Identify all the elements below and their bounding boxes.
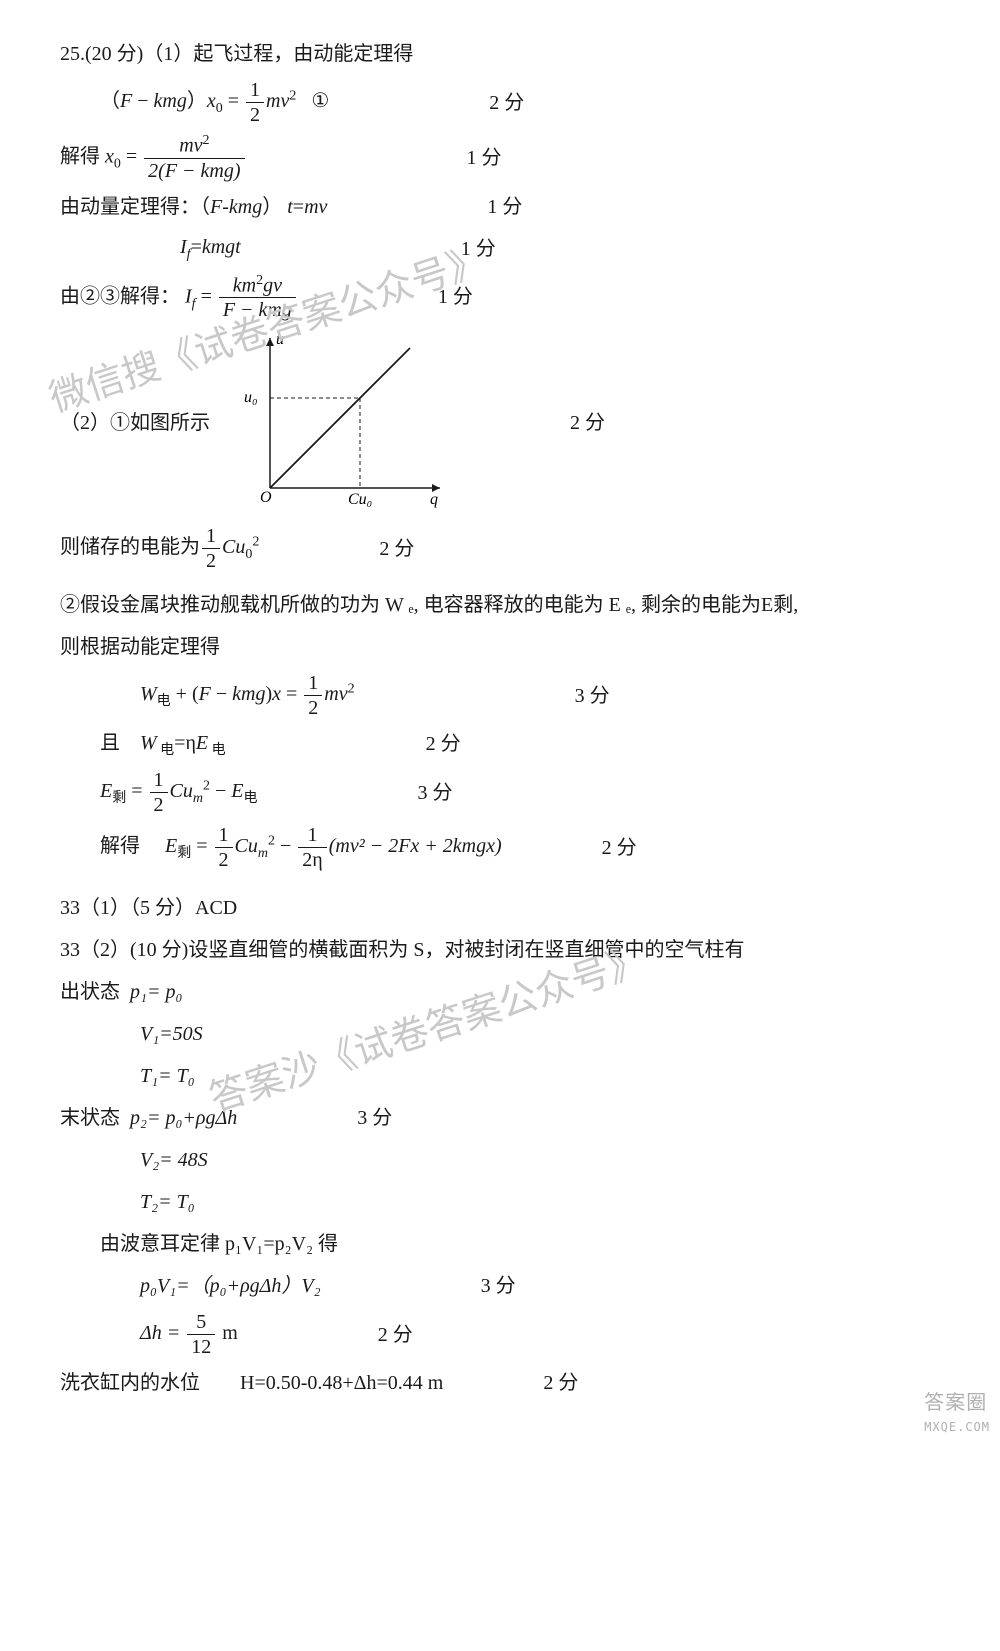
- graph-ytick: u₀: [244, 389, 258, 406]
- boyle-score: 3 分: [441, 1270, 516, 1302]
- graph-origin: O: [260, 489, 272, 506]
- q33-final: 洗衣缸内的水位 H=0.50-0.48+Δh=0.44 m 2 分: [60, 1365, 940, 1401]
- q33-p1: 33（1）（5 分）ACD: [60, 890, 940, 926]
- q25-final-expr: 解得 E剩 = 12Cum2 − 12η(mv² − 2Fx + 2kmgx): [100, 823, 502, 872]
- q25-combine: 由②③解得： If = km2gvF − kmg 1 分: [60, 273, 940, 323]
- s2-p: p₂= p₀+ρgΔh: [130, 1102, 237, 1134]
- q25-energy-expr: 则储存的电能为12Cu02: [60, 524, 259, 573]
- q25-final: 解得 E剩 = 12Cum2 − 12η(mv² − 2Fx + 2kmgx) …: [100, 823, 940, 872]
- q25-wdian-score: 3 分: [535, 680, 610, 712]
- q25-erem: E剩 = 12Cum2 − E电 3 分: [100, 768, 940, 817]
- q25-final-score: 2 分: [562, 832, 637, 864]
- q25-wdian: W电 + (F − kmg)x = 12mv2 3 分: [140, 671, 940, 720]
- boyle-label-text: 由波意耳定律 p₁V₁=p₂V₂ 得: [100, 1228, 338, 1260]
- q25-wne: 且 W 电=ηE 电 2 分: [100, 726, 940, 762]
- q25-header-text: 25.(20 分)（1）起飞过程，由动能定理得: [60, 38, 413, 70]
- q25-wne-score: 2 分: [386, 728, 461, 760]
- s2-p-score: 3 分: [317, 1102, 392, 1134]
- state1-label: 出状态: [60, 976, 120, 1008]
- q33-dh: Δh = 512 m 2 分: [140, 1310, 940, 1359]
- uq-graph-svg: O Cu₀ q u₀ u: [230, 328, 450, 508]
- circled-1: ①: [311, 90, 329, 112]
- graph-ylabel: u: [276, 331, 284, 348]
- q25-part2-row: （2）①如图所示 O Cu₀ q u₀ u 2 分: [60, 328, 940, 518]
- q33-state1-v: V₁=50S: [140, 1016, 940, 1052]
- s1-p: p₁= p₀: [130, 976, 182, 1008]
- q25-x0: 解得 x0 = mv22(F − kmg) 1 分: [60, 133, 940, 183]
- q25-impulse: 由动量定理得：（F-kmg） t=mv 1 分: [60, 189, 940, 225]
- corner-watermark: 答案圈 MXQE.COM: [924, 1386, 990, 1437]
- q25-x0-expr: 解得 x0 = mv22(F − kmg): [60, 133, 247, 183]
- q33-dh-score: 2 分: [338, 1319, 413, 1351]
- q25-part2-label: （2）①如图所示: [60, 407, 210, 439]
- q25-erem-score: 3 分: [377, 777, 452, 809]
- s1-v: V₁=50S: [140, 1018, 203, 1050]
- q33-state1-p: 出状态 p₁= p₀: [60, 974, 940, 1010]
- s2-t: T₂= T₀: [140, 1186, 195, 1218]
- q33-p2-text: 33（2）(10 分)设竖直细管的横截面积为 S，对被封闭在竖直细管中的空气柱有: [60, 934, 744, 966]
- q33-p1-text: 33（1）（5 分）ACD: [60, 892, 237, 924]
- s1-t: T₁= T₀: [140, 1060, 195, 1092]
- q33-state2-t: T₂= T₀: [140, 1184, 940, 1220]
- q25-wdian-expr: W电 + (F − kmg)x = 12mv2: [140, 671, 355, 720]
- boyle-eq-text: p₀V₁=（p₀+ρgΔh）V₂: [140, 1270, 321, 1302]
- q25-impulse-expr: 由动量定理得：（F-kmg） t=mv: [60, 191, 327, 223]
- graph-xtick: Cu₀: [348, 491, 372, 508]
- q25-combine-expr: 由②③解得： If = km2gvF − kmg: [60, 273, 298, 323]
- q25-energy: 则储存的电能为12Cu02 2 分: [60, 524, 940, 573]
- q25-impulse-score: 1 分: [447, 191, 522, 223]
- q33-boyle-label: 由波意耳定律 p₁V₁=p₂V₂ 得: [100, 1226, 940, 1262]
- q33-state2-p: 末状态 p₂= p₀+ρgΔh 3 分: [60, 1100, 940, 1136]
- q25-assume: ②假设金属块推动舰载机所做的功为 W ₑ, 电容器释放的电能为 E ₑ, 剩余的…: [60, 587, 940, 623]
- q25-eq1-expr: （F − kmg）x0 = 12mv2 ①: [100, 78, 329, 127]
- q25-then: 则根据动能定理得: [60, 629, 940, 665]
- q25-if1-score: 1 分: [421, 233, 496, 265]
- graph-xlabel: q: [430, 491, 438, 508]
- q25-header: 25.(20 分)（1）起飞过程，由动能定理得: [60, 36, 940, 72]
- page-container: 微信搜《试卷答案公众号》 答案沙《试卷答案公众号》 25.(20 分)（1）起飞…: [0, 0, 1000, 1447]
- q25-assume-text: ②假设金属块推动舰载机所做的功为 W ₑ, 电容器释放的电能为 E ₑ, 剩余的…: [60, 589, 798, 621]
- uq-graph: O Cu₀ q u₀ u: [230, 328, 450, 518]
- corner-line2: MXQE.COM: [924, 1418, 990, 1437]
- q25-x0-score: 1 分: [427, 142, 502, 174]
- q33-state1-t: T₁= T₀: [140, 1058, 940, 1094]
- q25-energy-score: 2 分: [339, 533, 414, 565]
- q25-part2-score: 2 分: [530, 407, 605, 439]
- state2-label: 末状态: [60, 1102, 120, 1134]
- q33-p2: 33（2）(10 分)设竖直细管的横截面积为 S，对被封闭在竖直细管中的空气柱有: [60, 932, 940, 968]
- q25-wne-expr: 且 W 电=ηE 电: [100, 727, 226, 762]
- q25-erem-expr: E剩 = 12Cum2 − E电: [100, 768, 257, 817]
- q33-state2-v: V₂= 48S: [140, 1142, 940, 1178]
- corner-line1: 答案圈: [924, 1386, 990, 1418]
- q25-eq1: （F − kmg）x0 = 12mv2 ① 2 分: [100, 78, 940, 127]
- q33-boyle-eq: p₀V₁=（p₀+ρgΔh）V₂ 3 分: [140, 1268, 940, 1304]
- s2-v: V₂= 48S: [140, 1144, 208, 1176]
- q33-final-text: 洗衣缸内的水位 H=0.50-0.48+Δh=0.44 m: [60, 1367, 443, 1399]
- q25-if1: If=kmgt 1 分: [180, 231, 940, 267]
- q25-combine-score: 1 分: [398, 281, 473, 313]
- q33-final-score: 2 分: [503, 1367, 578, 1399]
- q25-eq1-score: 2 分: [449, 87, 524, 119]
- q25-if1-expr: If=kmgt: [180, 231, 241, 266]
- q25-then-text: 则根据动能定理得: [60, 631, 220, 663]
- q33-dh-expr: Δh = 512 m: [140, 1310, 238, 1359]
